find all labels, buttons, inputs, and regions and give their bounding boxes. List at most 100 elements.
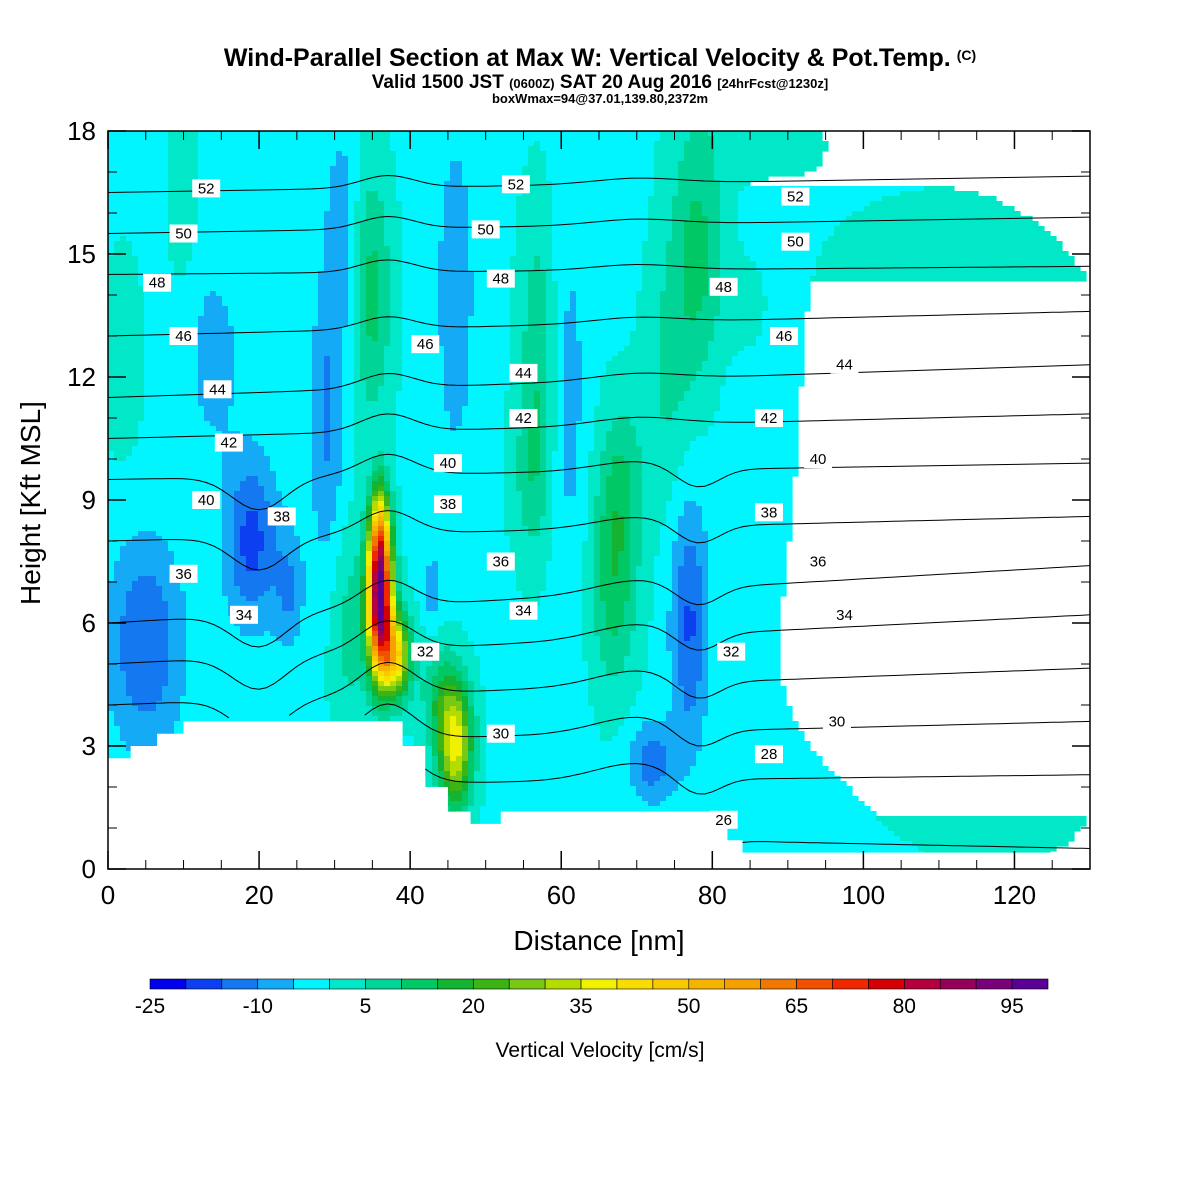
contour-label-text: 50 — [175, 226, 192, 243]
colorbar: -25 -10 5 20 35 50 65 80 95 — [135, 978, 1049, 1018]
colorbar-swatch — [221, 978, 259, 990]
contour-label-text: 44 — [209, 381, 226, 398]
contour-label: 40 — [433, 454, 462, 473]
colorbar-label: 35 — [569, 995, 592, 1018]
colorbar-swatch — [293, 978, 330, 990]
x-tick-label: 100 — [842, 880, 885, 910]
contour-label-text: 44 — [836, 357, 853, 374]
colorbar-title: Vertical Velocity [cm/s] — [496, 1039, 705, 1062]
theta-contour-line — [425, 763, 1090, 795]
x-tick-label: 80 — [698, 880, 727, 910]
contour-label: 46 — [770, 327, 799, 345]
contour-label: 36 — [169, 564, 198, 583]
colorbar-label: 65 — [785, 995, 808, 1018]
theta-contour-line — [108, 453, 1090, 511]
contour-label-text: 48 — [715, 279, 732, 296]
contour-label-text: 38 — [273, 508, 290, 525]
contour-label: 50 — [781, 232, 810, 251]
contour-label-text: 30 — [492, 726, 509, 743]
contour-label-text: 52 — [508, 176, 525, 193]
colorbar-swatch — [365, 978, 402, 990]
colorbar-swatch — [508, 978, 546, 990]
colorbar-swatch — [437, 978, 474, 990]
theta-contour-line — [108, 310, 1090, 337]
subtitle-fcst: [24hrFcst@1230z] — [717, 76, 829, 91]
colorbar-swatch — [724, 978, 761, 990]
contour-label-text: 42 — [761, 410, 778, 427]
colorbar-swatch — [185, 978, 223, 990]
contour-label: 34 — [830, 605, 859, 624]
contour-label-text: 50 — [787, 234, 804, 251]
contour-label: 52 — [192, 179, 221, 198]
y-axis-title: Height [Kft MSL] — [15, 401, 46, 605]
contour-label-text: 46 — [417, 336, 434, 353]
colorbar-swatch — [868, 978, 905, 990]
contour-label: 42 — [509, 409, 538, 427]
chart-title: Wind-Parallel Section at Max W: Vertical… — [223, 44, 977, 72]
contour-label: 44 — [830, 355, 859, 374]
contour-label: 42 — [754, 409, 783, 427]
contour-label-text: 44 — [515, 365, 532, 382]
colorbar-swatch — [616, 978, 654, 990]
x-axis-title: Distance [nm] — [513, 925, 684, 956]
theta-contour-line — [108, 510, 1090, 571]
y-tick-label: 3 — [82, 731, 96, 761]
contour-label: 38 — [433, 495, 462, 514]
contour-label: 38 — [754, 503, 783, 522]
contour-label: 52 — [501, 175, 530, 194]
contour-label: 30 — [822, 712, 851, 731]
colorbar-swatch — [401, 978, 438, 990]
contour-label-text: 32 — [417, 644, 434, 661]
colorbar-swatch — [580, 978, 618, 990]
contour-label: 50 — [471, 220, 500, 239]
contour-label-text: 36 — [492, 554, 509, 571]
y-tick-label: 9 — [82, 485, 96, 515]
theta-contour-line — [108, 215, 1090, 234]
terrain-shape — [108, 721, 1090, 869]
y-tick-label: 18 — [67, 116, 96, 146]
y-tick-label: 12 — [67, 362, 96, 392]
terrain-mask — [108, 721, 1090, 869]
contour-label: 36 — [486, 552, 515, 571]
contour-label-text: 46 — [776, 328, 793, 345]
colorbar-label: -25 — [135, 995, 165, 1018]
contour-label-text: 34 — [515, 603, 532, 620]
colorbar-swatch — [688, 978, 726, 990]
x-tick-label: 20 — [245, 880, 274, 910]
contour-label: 42 — [214, 433, 243, 452]
contour-label-text: 46 — [175, 328, 192, 345]
contour-label: 28 — [754, 745, 783, 764]
subtitle-date: SAT 20 Aug 2016 — [559, 72, 712, 93]
x-tick-label: 0 — [101, 880, 115, 910]
colorbar-label: 95 — [1000, 995, 1023, 1018]
contour-label-text: 36 — [175, 566, 192, 583]
colorbar-label: 50 — [677, 995, 700, 1018]
contour-label-text: 40 — [440, 455, 457, 472]
contour-label: 48 — [709, 277, 738, 296]
contour-label: 34 — [509, 601, 538, 620]
contour-label-text: 38 — [761, 504, 778, 521]
contour-label: 36 — [804, 552, 833, 571]
contour-label: 48 — [143, 273, 172, 292]
y-tick-label: 15 — [67, 239, 96, 269]
colorbar-label: -10 — [243, 995, 273, 1018]
contour-label: 44 — [509, 363, 538, 382]
x-tick-label: 40 — [396, 880, 425, 910]
contour-label: 34 — [229, 605, 258, 624]
colorbar-swatch — [544, 978, 582, 990]
contour-label: 52 — [781, 187, 810, 206]
contour-labels: 52 50 48 46 44 42 40 38 36 34 52 50 48 46 44 42 40 38 36 34… — [143, 175, 859, 829]
chart-subtitle: Valid 1500 JST (0600Z) SAT 20 Aug 2016 [… — [371, 72, 829, 93]
contour-label-text: 38 — [440, 496, 457, 513]
contour-label-text: 48 — [149, 275, 166, 292]
contour-label: 32 — [717, 642, 746, 661]
theta-contour-line — [108, 259, 1090, 275]
colorbar-swatch — [904, 978, 941, 990]
colorbar-label: 20 — [462, 995, 485, 1018]
contour-label: 32 — [411, 642, 440, 661]
colorbar-swatch — [796, 978, 833, 990]
contour-label-text: 52 — [198, 180, 215, 197]
colorbar-swatch — [1011, 978, 1049, 990]
contour-label-text: 30 — [829, 713, 846, 730]
